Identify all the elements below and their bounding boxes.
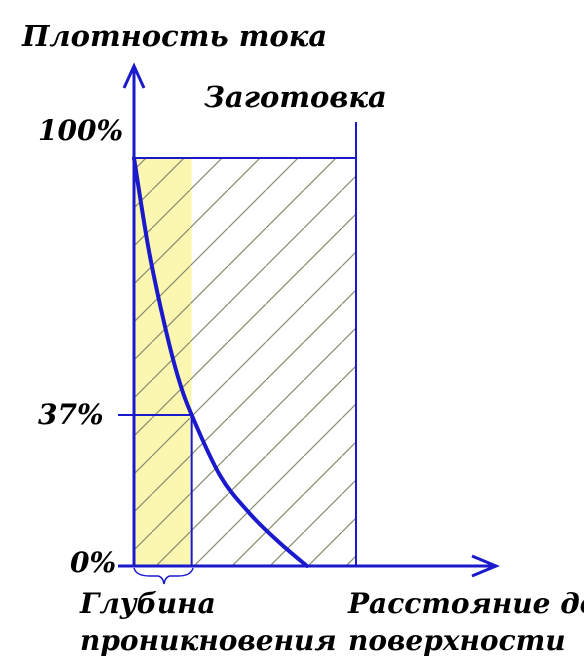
y-tick-100: 100% [38, 114, 123, 147]
x-axis-label-line-2: поверхности [348, 624, 566, 657]
y-tick-37: 37% [38, 398, 104, 431]
workpiece-label: Заготовка [204, 80, 387, 114]
current-density-curve [132, 156, 309, 568]
y-axis-label: Плотность тока [21, 19, 327, 53]
depth-brace [133, 567, 194, 585]
y-tick-0: 0% [70, 546, 116, 579]
workpiece-hatch [134, 158, 356, 566]
x-axis-label-line-1: Расстояние до [347, 587, 584, 620]
x-axis-arrowhead [471, 554, 500, 578]
depth-label-line-2: проникновения [80, 624, 337, 657]
depth-label-line-1: Глубина [79, 587, 216, 620]
y-axis-arrowhead [122, 62, 146, 89]
